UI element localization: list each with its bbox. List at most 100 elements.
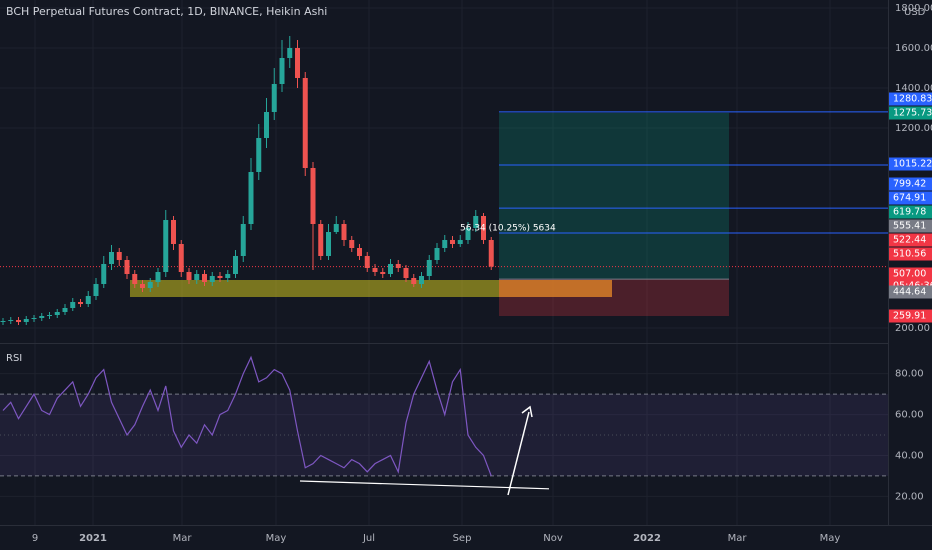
price-label: 259.91	[893, 311, 926, 322]
candle-body	[248, 172, 254, 224]
price-label: 1280.83	[893, 94, 932, 105]
candle-body	[434, 248, 440, 260]
rsi-trendline	[299, 480, 550, 490]
price-label: 444.64	[893, 287, 926, 298]
candle-body	[419, 276, 424, 284]
x-tick-label: 2021	[79, 533, 107, 544]
candle-body	[54, 312, 60, 315]
price-label: 510.56	[893, 249, 926, 260]
candle-body	[147, 282, 153, 288]
x-tick-label: Nov	[543, 533, 563, 544]
candle-body	[163, 220, 169, 272]
y-tick-label: 1200.00	[895, 123, 932, 134]
candle-body	[256, 138, 262, 172]
candle-body	[450, 240, 455, 244]
candle-body	[333, 224, 339, 232]
price-label: 555.41	[893, 221, 926, 232]
candle-body	[194, 274, 200, 280]
candle-body	[295, 48, 300, 78]
candle-body	[279, 58, 285, 84]
y-tick-label: 1800.00	[895, 3, 932, 14]
candle-body	[225, 274, 231, 278]
candle-body	[209, 276, 215, 282]
candle-body	[426, 260, 432, 276]
candle-body	[93, 284, 99, 296]
y-tick-label: 1600.00	[895, 43, 932, 54]
price-label-box	[889, 106, 932, 120]
candle-body	[372, 268, 378, 272]
candle-body	[39, 316, 45, 318]
candle-body	[140, 284, 145, 288]
price-label-box	[889, 92, 932, 106]
rsi-title: RSI	[6, 353, 22, 364]
x-tick-label: 2022	[633, 533, 661, 544]
arrow-shaft	[507, 411, 530, 496]
price-label-box	[889, 233, 932, 247]
candle-body	[488, 240, 494, 267]
candle-body	[233, 256, 238, 274]
candle-body	[349, 240, 355, 248]
candle-body	[8, 320, 14, 321]
candle-body	[124, 260, 130, 274]
arrow-head	[521, 405, 533, 418]
candle-body	[109, 252, 114, 264]
x-tick-label: Mar	[173, 533, 193, 544]
candle-body	[403, 268, 409, 278]
candle-body	[442, 240, 448, 248]
candle-body	[0, 321, 6, 322]
price-label: 1015.22	[893, 159, 932, 170]
candle-body	[395, 264, 401, 268]
rsi-tick-label: 40.00	[895, 450, 924, 461]
rsi-tick-label: 80.00	[895, 369, 924, 380]
price-label: 799.42	[893, 179, 926, 190]
candle-body	[302, 78, 308, 168]
price-label: 1275.73	[893, 108, 932, 119]
price-label-box	[889, 247, 932, 261]
candle-body	[481, 216, 486, 240]
candle-body	[78, 302, 83, 304]
candle-body	[388, 264, 393, 274]
candle-body	[16, 320, 21, 322]
candle-body	[202, 274, 207, 282]
candle-body	[31, 318, 37, 319]
candle-body	[465, 228, 471, 240]
rsi-tick-label: 60.00	[895, 410, 924, 421]
measure-label: 56.34 (10.25%) 5634	[460, 224, 556, 234]
x-tick-label: Sep	[453, 533, 472, 544]
candle-body	[132, 274, 138, 284]
candle-body	[457, 240, 463, 244]
candle-body	[357, 248, 362, 256]
candle-body	[116, 252, 122, 260]
price-label-box	[889, 177, 932, 191]
candle-body	[271, 84, 277, 112]
currency[interactable]: USD	[904, 7, 926, 18]
profit-zone	[499, 112, 729, 280]
rsi-tick-label: 20.00	[895, 491, 924, 502]
price-label-box	[889, 285, 932, 299]
support-zone	[130, 280, 612, 297]
rsi-line	[2, 355, 492, 477]
candle-body	[62, 308, 68, 312]
candle-body	[473, 216, 479, 228]
price-label-box	[889, 191, 932, 205]
candle-body	[364, 256, 370, 268]
price-label: 674.91	[893, 193, 926, 204]
candle-body	[47, 315, 52, 316]
candle-body	[186, 272, 192, 280]
y-tick-label: 200.00	[895, 323, 930, 334]
candle-body	[23, 319, 29, 322]
candle-body	[240, 224, 246, 256]
x-tick-label: Jul	[362, 533, 375, 544]
candle-body	[380, 272, 386, 274]
price-label: 507.00	[893, 269, 926, 280]
overlap-zone	[499, 280, 612, 297]
y-tick-label: 1400.00	[895, 83, 932, 94]
candle-body	[326, 232, 331, 256]
price-label-box	[889, 219, 932, 233]
candle-body	[178, 244, 184, 272]
candle-body	[171, 220, 176, 244]
price-label-box	[889, 205, 932, 219]
candle-body	[310, 168, 316, 224]
